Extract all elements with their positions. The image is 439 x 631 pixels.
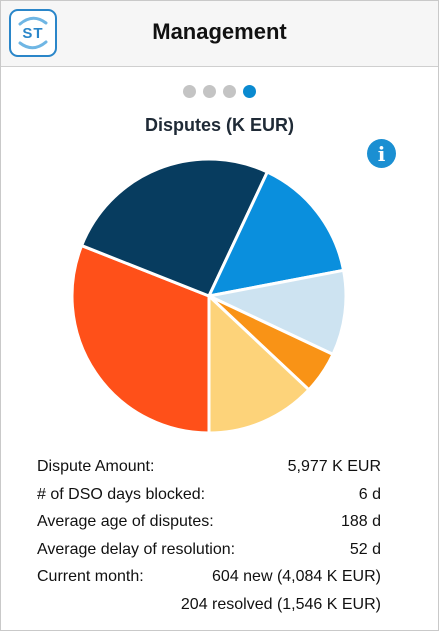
stat-value: 52 d	[349, 540, 381, 558]
page-dot[interactable]	[183, 85, 196, 98]
page-dot[interactable]	[243, 85, 256, 98]
app-header: ST Management	[1, 1, 438, 67]
pie-slice-2[interactable]	[80, 157, 269, 298]
page-dot[interactable]	[223, 85, 236, 98]
chart-title: Disputes (K EUR)	[144, 115, 294, 135]
page-dot[interactable]	[203, 85, 216, 98]
pie-slice-1[interactable]	[70, 244, 211, 435]
stat-row: Average age of disputes: 188 d	[37, 511, 381, 539]
page-title: Management	[152, 19, 287, 44]
stat-value: 5,977 K EUR	[287, 458, 381, 475]
stat-value: 204 resolved (1,546 K EUR)	[180, 595, 381, 613]
dispute-stats: Dispute Amount: 5,977 K EUR # of DSO days …	[37, 456, 381, 621]
info-icon[interactable]: i	[367, 139, 396, 168]
logo-text: ST	[22, 24, 44, 42]
pie-slice-3[interactable]	[207, 170, 346, 298]
app-logo[interactable]: ST	[9, 9, 57, 57]
stat-label: Average delay of resolution:	[37, 540, 236, 558]
stat-label: Dispute Amount:	[37, 458, 155, 475]
stat-label: Average age of disputes:	[37, 513, 214, 530]
disputes-pie-chart	[70, 157, 348, 435]
pie-slice-6[interactable]	[207, 294, 311, 435]
stat-value: 188 d	[340, 513, 381, 530]
stat-row: 204 resolved (1,546 K EUR)	[37, 594, 381, 622]
pie-slice-4[interactable]	[207, 268, 348, 356]
stat-label: Current month:	[37, 568, 144, 585]
stat-label: # of DSO days blocked:	[37, 485, 206, 503]
stat-value: 604 new (4,084 K EUR)	[212, 568, 381, 585]
logo-arrows-icon	[18, 16, 48, 50]
stat-row: Dispute Amount: 5,977 K EUR	[37, 456, 381, 484]
stat-value: 6 d	[358, 485, 381, 503]
stat-row: Current month: 604 new (4,084 K EUR)	[37, 566, 381, 594]
stat-row: # of DSO days blocked: 6 d	[37, 484, 381, 512]
stat-row: Average delay of resolution: 52 d	[37, 539, 381, 567]
page-indicator[interactable]	[1, 85, 438, 98]
